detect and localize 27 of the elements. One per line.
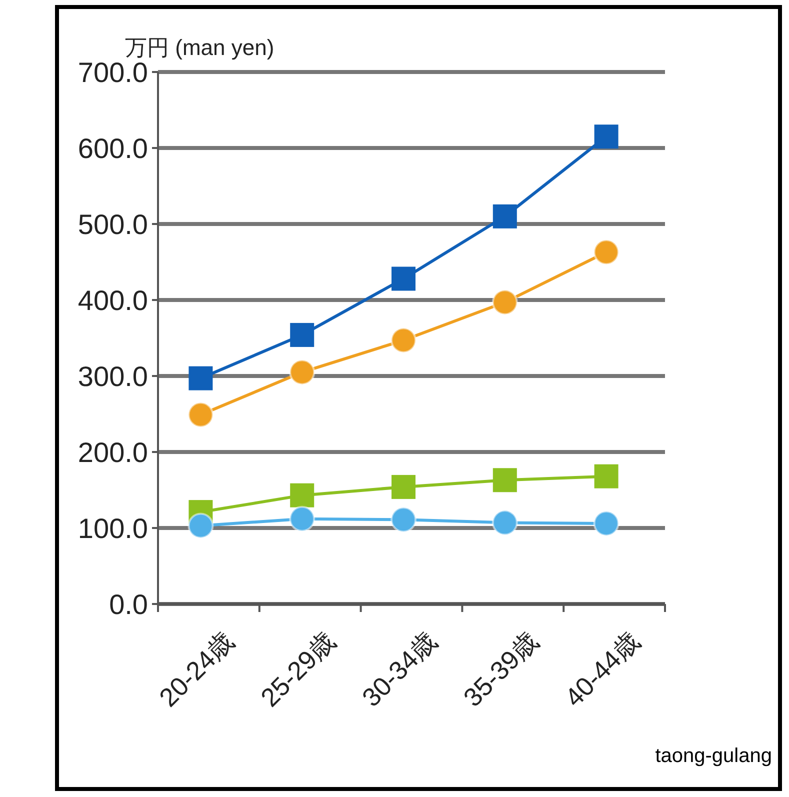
y-tick-label: 0.0 [109,588,148,620]
point [392,266,416,291]
point [492,289,518,316]
point [289,359,316,386]
point [188,366,213,390]
y-tick-label: 200.0 [78,436,148,468]
point [593,510,620,536]
point [290,483,314,508]
y-tick-label: 600.0 [78,132,148,164]
y-tick-label: 500.0 [78,208,148,240]
point [390,506,416,533]
point [188,512,214,539]
point [188,402,214,428]
point [492,510,518,536]
point [390,327,416,354]
y-tick-label: 100.0 [78,512,148,544]
point [289,506,316,532]
point [593,239,620,266]
point [594,124,618,149]
point [492,468,517,492]
point [594,464,618,488]
point [492,204,517,228]
x-axis-title: taong-gulang [655,745,772,767]
y-tick-label: 400.0 [78,284,148,316]
y-tick-label: 300.0 [78,360,148,392]
point [290,322,314,347]
point [392,474,416,499]
